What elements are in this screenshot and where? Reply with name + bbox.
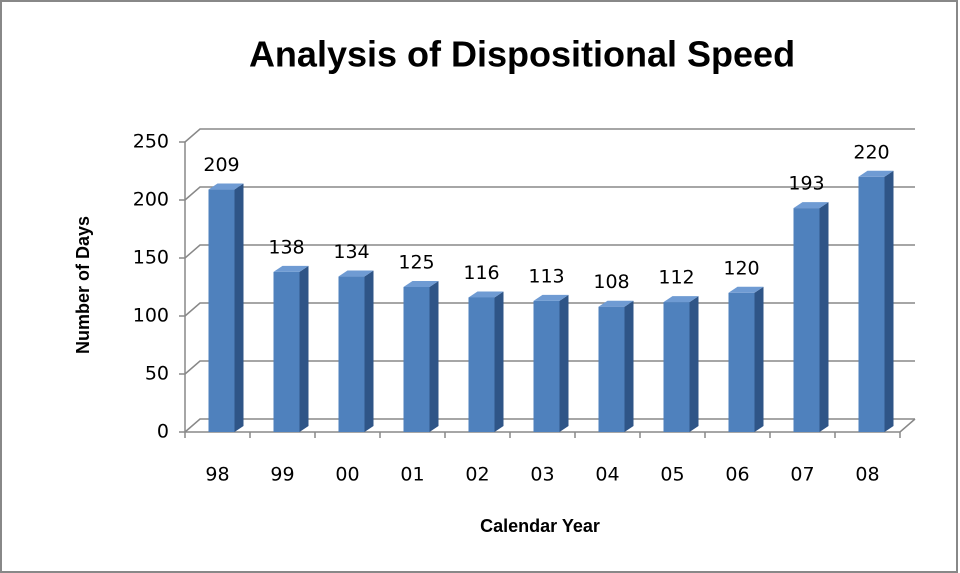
y-tick-label: 250 <box>133 131 169 153</box>
x-tick-label: 07 <box>790 464 814 486</box>
bar-side <box>364 270 374 432</box>
x-tick-label: 00 <box>335 464 359 486</box>
bar <box>338 270 374 432</box>
x-tick-label: 06 <box>725 464 749 486</box>
bar-side <box>689 296 699 432</box>
x-tick-label: 98 <box>205 464 229 486</box>
x-tick-label: 99 <box>270 464 294 486</box>
bar-top <box>208 183 244 190</box>
value-label: 112 <box>658 267 694 289</box>
bar-front <box>468 297 495 432</box>
value-label: 209 <box>203 154 239 176</box>
bar-top <box>533 294 569 301</box>
x-tick-label: 05 <box>660 464 684 486</box>
bar <box>533 294 569 432</box>
x-tick-label: 02 <box>465 464 489 486</box>
bar-side <box>429 281 439 432</box>
bar-front <box>403 287 430 432</box>
bar-front <box>598 306 625 432</box>
bar-side <box>494 291 504 432</box>
y-tick-label: 200 <box>133 189 169 211</box>
bar-side <box>234 183 244 432</box>
bar <box>793 202 829 432</box>
bar-top <box>598 300 634 307</box>
value-label: 220 <box>853 141 889 163</box>
bar <box>208 183 244 432</box>
bar-front <box>663 302 690 432</box>
bar-side <box>559 294 569 432</box>
y-tick-label: 100 <box>133 305 169 327</box>
bar-top <box>858 170 894 177</box>
y-axis-title: Number of Days <box>73 216 93 354</box>
bar-top <box>338 270 374 277</box>
grid-line <box>184 128 915 143</box>
bar-top <box>468 291 504 298</box>
bar-front <box>273 271 300 432</box>
bar <box>663 296 699 432</box>
x-axis-title: Calendar Year <box>480 516 600 536</box>
bar-front <box>728 292 755 432</box>
bar <box>728 286 764 432</box>
bar-top <box>273 265 309 272</box>
value-label: 120 <box>723 257 759 279</box>
bar-front <box>858 176 885 432</box>
bar <box>403 281 439 432</box>
x-tick-label: 04 <box>595 464 619 486</box>
y-tick-label: 50 <box>145 363 169 385</box>
value-label: 113 <box>528 265 564 287</box>
x-tick-label: 01 <box>400 464 424 486</box>
bar <box>468 291 504 432</box>
bar-side <box>754 286 764 432</box>
bar-side <box>299 265 309 432</box>
value-label: 138 <box>268 236 304 258</box>
grid-line <box>184 244 915 259</box>
bar-side <box>624 300 634 432</box>
bar-side <box>819 202 829 432</box>
bar-front <box>208 189 235 432</box>
bar-top <box>728 286 764 293</box>
bar-front <box>533 300 560 432</box>
grid-line <box>184 186 915 201</box>
bar-front <box>338 276 365 432</box>
bar <box>598 300 634 432</box>
bar <box>858 170 894 433</box>
bar-top <box>403 281 439 287</box>
bar-front <box>793 208 820 432</box>
y-tick-label: 0 <box>157 421 169 443</box>
value-label: 125 <box>398 252 434 274</box>
value-label: 108 <box>593 271 629 293</box>
x-tick-label: 08 <box>855 464 879 486</box>
value-label: 193 <box>788 173 824 195</box>
bar-top <box>663 296 699 303</box>
value-label: 134 <box>333 241 369 263</box>
bar-top <box>793 202 829 209</box>
bar-side <box>884 170 894 433</box>
y-tick-label: 150 <box>133 247 169 269</box>
value-label: 116 <box>463 262 499 284</box>
chart-title: Analysis of Dispositional Speed <box>249 34 795 75</box>
x-tick-label: 03 <box>530 464 554 486</box>
bar <box>273 265 309 432</box>
